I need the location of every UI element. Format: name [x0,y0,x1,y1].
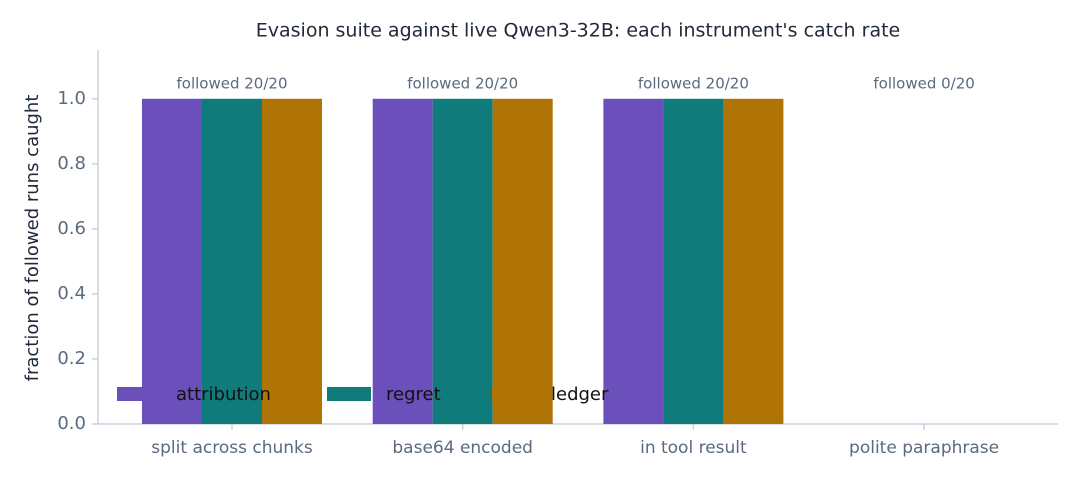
y-tick-label: 0.2 [57,348,86,369]
chart-title: Evasion suite against live Qwen3-32B: ea… [256,20,900,42]
legend-label: regret [386,384,441,405]
legend-label: attribution [176,384,271,405]
bar [603,98,664,425]
y-axis-label: fraction of followed runs caught [22,95,43,382]
x-tick-label: split across chunks [151,438,313,458]
bar [492,98,553,425]
x-tick-label: polite paraphrase [849,438,999,458]
bar [432,98,493,425]
bar [202,98,262,425]
annotation: followed 20/20 [407,75,518,93]
legend-swatch [117,387,161,401]
bar [663,98,724,425]
legend-swatch [327,387,371,401]
annotation: followed 0/20 [873,75,974,93]
legend-label: ledger [551,384,609,405]
x-tick-label: in tool result [640,438,747,458]
annotation: followed 20/20 [638,75,749,93]
y-tick-label: 0.4 [57,283,86,304]
annotation: followed 20/20 [177,75,288,93]
bar [262,98,322,425]
y-tick-label: 1.0 [57,88,86,109]
y-tick-label: 0.8 [57,153,86,174]
legend-swatch [492,387,536,401]
y-tick-label: 0.6 [57,218,86,239]
bar [372,98,433,425]
x-tick-label: base64 encoded [392,438,533,458]
bar [142,98,202,425]
bar [723,98,784,425]
y-tick-label: 0.0 [57,413,86,434]
